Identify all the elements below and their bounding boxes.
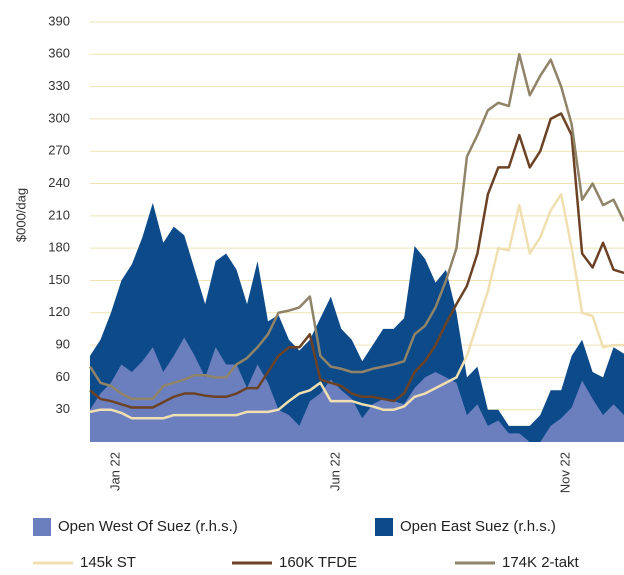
legend-label: Open East Suez (r.h.s.) (400, 518, 556, 535)
line (89, 193, 624, 420)
x-tick-label: Jan 22 (107, 452, 122, 491)
x-tick-label: Jun 22 (327, 452, 342, 491)
y-tick-label: 180 (48, 240, 70, 255)
y-tick-label: 150 (48, 272, 70, 287)
legend-swatch (375, 518, 393, 536)
y-tick-label: 330 (48, 78, 70, 93)
line (89, 112, 624, 409)
legend-label: 160K TFDE (279, 554, 357, 571)
legend-label: 174K 2-takt (502, 554, 580, 571)
y-tick-label: 30 (56, 401, 70, 416)
y-tick-label: 90 (56, 337, 70, 352)
y-axis-label: $000/dag (13, 188, 28, 242)
legend-swatch (33, 518, 51, 536)
line (88, 53, 624, 401)
legend-label: Open West Of Suez (r.h.s.) (58, 518, 238, 535)
legend-label: 145k ST (80, 554, 136, 571)
y-tick-label: 60 (56, 369, 70, 384)
y-tick-label: 360 (48, 46, 70, 61)
x-tick-label: Nov 22 (558, 452, 573, 493)
y-tick-label: 210 (48, 207, 70, 222)
y-tick-label: 270 (48, 143, 70, 158)
y-tick-label: 300 (48, 110, 70, 125)
y-tick-label: 240 (48, 175, 70, 190)
y-tick-label: 390 (48, 13, 70, 28)
y-tick-label: 120 (48, 304, 70, 319)
